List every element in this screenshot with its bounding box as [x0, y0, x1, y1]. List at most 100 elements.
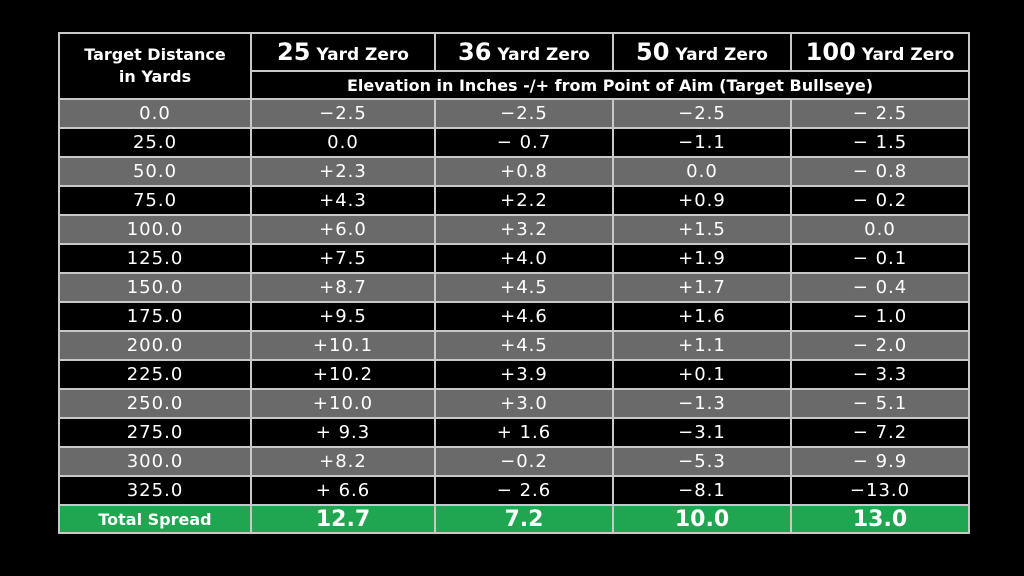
value-cell-36: +3.9: [434, 359, 614, 390]
distance-cell: 50.0: [58, 156, 252, 187]
value-cell-50: −8.1: [612, 475, 792, 506]
value-cell-100: − 1.5: [790, 127, 970, 158]
zero-36-number: 36: [458, 38, 492, 66]
header-zero-36: 36 Yard Zero: [434, 32, 614, 72]
zero-elevation-table: Target Distance in Yards 25 Yard Zero 36…: [58, 32, 970, 534]
value-cell-25: +2.3: [250, 156, 436, 187]
value-cell-100: − 1.0: [790, 301, 970, 332]
distance-cell: 275.0: [58, 417, 252, 448]
value-cell-36: − 0.7: [434, 127, 614, 158]
value-cell-50: +1.9: [612, 243, 792, 274]
table-row: 25.0 0.0 − 0.7 −1.1 − 1.5: [58, 127, 970, 158]
value-cell-36: −0.2: [434, 446, 614, 477]
value-cell-50: −5.3: [612, 446, 792, 477]
distance-cell: 300.0: [58, 446, 252, 477]
value-cell-25: −2.5: [250, 98, 436, 129]
value-cell-36: +3.0: [434, 388, 614, 419]
header-distance-line2: in Yards: [118, 67, 192, 86]
table-row: 0.0 −2.5 −2.5 −2.5 − 2.5: [58, 98, 970, 129]
value-cell-50: +1.7: [612, 272, 792, 303]
distance-cell: 100.0: [58, 214, 252, 245]
value-cell-100: − 0.8: [790, 156, 970, 187]
value-cell-36: −2.5: [434, 98, 614, 129]
distance-cell: 150.0: [58, 272, 252, 303]
value-cell-100: − 2.5: [790, 98, 970, 129]
table-row: 275.0 + 9.3 + 1.6 −3.1 − 7.2: [58, 417, 970, 448]
header-target-distance: Target Distance in Yards: [58, 32, 252, 100]
value-cell-50: +1.5: [612, 214, 792, 245]
value-cell-50: −2.5: [612, 98, 792, 129]
value-cell-25: +10.2: [250, 359, 436, 390]
zero-100-suffix: Yard Zero: [855, 45, 955, 65]
value-cell-100: − 5.1: [790, 388, 970, 419]
distance-cell: 225.0: [58, 359, 252, 390]
value-cell-25: +10.0: [250, 388, 436, 419]
value-cell-50: +0.1: [612, 359, 792, 390]
value-cell-36: +4.6: [434, 301, 614, 332]
header-zero-50: 50 Yard Zero: [612, 32, 792, 72]
total-spread-50: 10.0: [612, 504, 792, 534]
table-row: 300.0 +8.2 −0.2 −5.3 − 9.9: [58, 446, 970, 477]
distance-cell: 125.0: [58, 243, 252, 274]
value-cell-25: +6.0: [250, 214, 436, 245]
value-cell-100: 0.0: [790, 214, 970, 245]
zero-50-number: 50: [636, 38, 670, 66]
header-elevation-subtitle: Elevation in Inches -/+ from Point of Ai…: [250, 70, 970, 100]
total-spread-100: 13.0: [790, 504, 970, 534]
value-cell-100: − 7.2: [790, 417, 970, 448]
value-cell-100: − 2.0: [790, 330, 970, 361]
value-cell-25: +8.7: [250, 272, 436, 303]
value-cell-25: +7.5: [250, 243, 436, 274]
zero-25-number: 25: [277, 38, 311, 66]
table-row: 125.0 +7.5 +4.0 +1.9 − 0.1: [58, 243, 970, 274]
value-cell-36: +4.5: [434, 272, 614, 303]
table-row: 75.0 +4.3 +2.2 +0.9 − 0.2: [58, 185, 970, 216]
zero-100-number: 100: [805, 38, 856, 66]
value-cell-100: − 0.4: [790, 272, 970, 303]
value-cell-36: +0.8: [434, 156, 614, 187]
zero-25-suffix: Yard Zero: [310, 45, 409, 65]
header-zero-25: 25 Yard Zero: [250, 32, 436, 72]
value-cell-100: −13.0: [790, 475, 970, 506]
distance-cell: 250.0: [58, 388, 252, 419]
value-cell-36: +3.2: [434, 214, 614, 245]
value-cell-36: − 2.6: [434, 475, 614, 506]
value-cell-25: + 6.6: [250, 475, 436, 506]
zero-50-suffix: Yard Zero: [669, 45, 768, 65]
value-cell-36: + 1.6: [434, 417, 614, 448]
distance-cell: 325.0: [58, 475, 252, 506]
value-cell-25: + 9.3: [250, 417, 436, 448]
table-row: 325.0 + 6.6 − 2.6 −8.1 −13.0: [58, 475, 970, 506]
value-cell-50: −3.1: [612, 417, 792, 448]
table-row: 100.0 +6.0 +3.2 +1.5 0.0: [58, 214, 970, 245]
value-cell-50: −1.3: [612, 388, 792, 419]
total-spread-label: Total Spread: [58, 504, 252, 534]
value-cell-100: − 3.3: [790, 359, 970, 390]
table-row: 225.0 +10.2 +3.9 +0.1 − 3.3: [58, 359, 970, 390]
value-cell-100: − 0.1: [790, 243, 970, 274]
value-cell-25: +10.1: [250, 330, 436, 361]
table-row: 150.0 +8.7 +4.5 +1.7 − 0.4: [58, 272, 970, 303]
distance-cell: 25.0: [58, 127, 252, 158]
value-cell-36: +4.5: [434, 330, 614, 361]
table-row: 175.0 +9.5 +4.6 +1.6 − 1.0: [58, 301, 970, 332]
value-cell-50: +0.9: [612, 185, 792, 216]
value-cell-100: − 9.9: [790, 446, 970, 477]
value-cell-100: − 0.2: [790, 185, 970, 216]
total-spread-36: 7.2: [434, 504, 614, 534]
total-spread-25: 12.7: [250, 504, 436, 534]
value-cell-50: 0.0: [612, 156, 792, 187]
value-cell-50: −1.1: [612, 127, 792, 158]
table-row: 50.0 +2.3 +0.8 0.0 − 0.8: [58, 156, 970, 187]
total-spread-row: Total Spread 12.7 7.2 10.0 13.0: [58, 504, 970, 534]
value-cell-25: 0.0: [250, 127, 436, 158]
distance-cell: 175.0: [58, 301, 252, 332]
distance-cell: 200.0: [58, 330, 252, 361]
zero-36-suffix: Yard Zero: [491, 45, 590, 65]
distance-cell: 0.0: [58, 98, 252, 129]
distance-cell: 75.0: [58, 185, 252, 216]
value-cell-25: +4.3: [250, 185, 436, 216]
table-row: 200.0 +10.1 +4.5 +1.1 − 2.0: [58, 330, 970, 361]
value-cell-50: +1.6: [612, 301, 792, 332]
header-zero-100: 100 Yard Zero: [790, 32, 970, 72]
